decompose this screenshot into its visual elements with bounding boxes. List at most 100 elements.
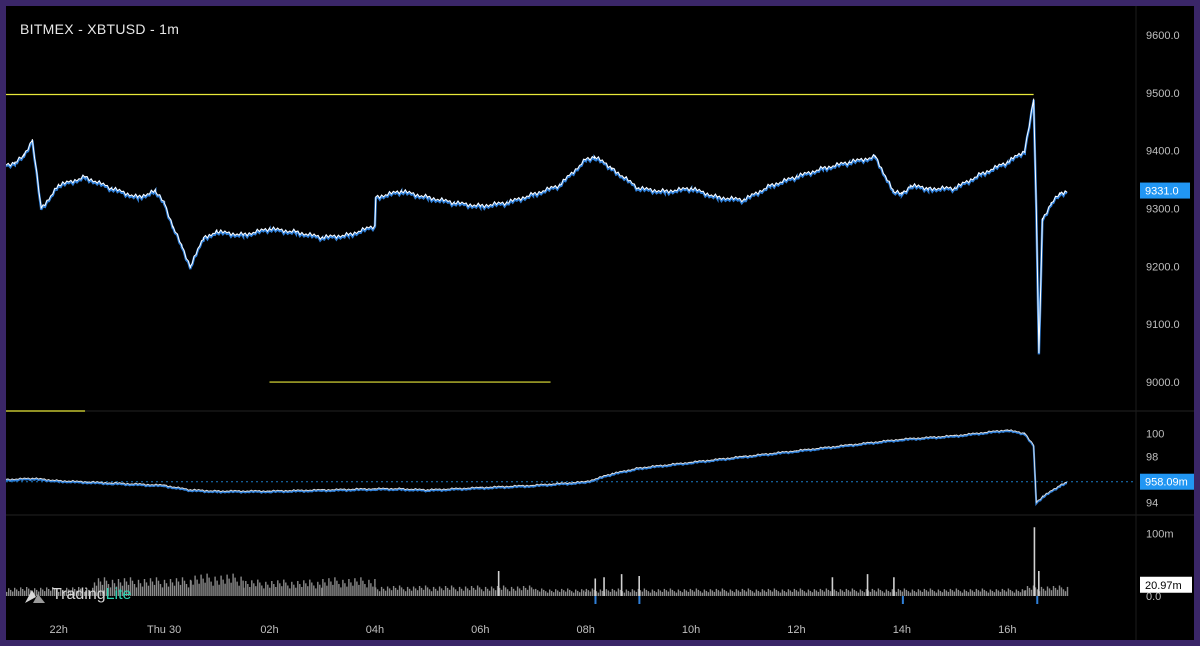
- volume-bar: [265, 581, 267, 596]
- volume-bar: [669, 588, 672, 596]
- price-tick-label: 9200.0: [1146, 261, 1180, 273]
- volume-bar: [699, 591, 702, 596]
- volume-bar: [595, 591, 598, 596]
- volume-bar: [512, 588, 515, 596]
- volume-bar: [222, 579, 224, 596]
- volume-bar: [573, 592, 575, 596]
- volume-bar: [837, 592, 840, 596]
- volume-bar: [340, 587, 342, 596]
- volume-bar: [151, 581, 154, 596]
- volume-bar: [426, 587, 429, 596]
- last-price-label: 9331.0: [1145, 186, 1179, 198]
- volume-bar: [88, 589, 90, 596]
- volume-bar: [54, 588, 56, 596]
- volume-bar: [935, 592, 938, 596]
- volume-bar: [109, 587, 112, 596]
- volume-bar: [450, 585, 453, 596]
- volume-bar: [909, 592, 912, 596]
- volume-bar: [925, 590, 928, 596]
- volume-bar: [649, 592, 652, 596]
- volume-bar: [70, 591, 72, 596]
- volume-bar: [360, 577, 362, 596]
- price-tick-label: 9000.0: [1146, 377, 1180, 389]
- volume-bar: [565, 591, 567, 596]
- volume-bar: [378, 591, 381, 596]
- volume-bar: [206, 573, 208, 596]
- volume-bar: [458, 586, 461, 596]
- volume-bar: [430, 591, 433, 596]
- volume-bar: [743, 590, 746, 596]
- volume-bar: [218, 584, 220, 596]
- volume-bar: [1048, 588, 1051, 596]
- volume-bar: [271, 581, 273, 596]
- volume-bar: [877, 588, 880, 596]
- volume-bar: [735, 589, 738, 596]
- volume-bar: [113, 583, 116, 596]
- price-line-shadow: [6, 99, 1068, 355]
- volume-bar: [370, 583, 372, 596]
- volume-bar: [442, 590, 445, 596]
- volume-bar: [257, 579, 259, 596]
- x-axis-label: 10h: [682, 624, 700, 636]
- volume-bar: [82, 590, 84, 596]
- volume-bar: [887, 590, 890, 596]
- volume-bar: [635, 591, 638, 596]
- volume-bar: [317, 581, 319, 596]
- volume-bar: [179, 584, 182, 596]
- volume-bar: [605, 589, 608, 596]
- volume-bar: [899, 590, 902, 596]
- x-axis-label: 02h: [260, 624, 278, 636]
- volume-bar: [671, 589, 674, 596]
- volume-bar: [767, 588, 770, 596]
- volume-bar: [609, 591, 612, 596]
- volume-bar: [190, 580, 192, 596]
- volume-bar: [553, 592, 555, 596]
- volume-bar: [78, 587, 80, 596]
- volume-bar: [821, 590, 824, 596]
- volume-bar: [80, 588, 82, 596]
- volume-bar: [38, 591, 40, 596]
- volume-bar: [611, 588, 614, 596]
- volume-bar: [97, 578, 100, 596]
- volume-bar: [510, 586, 513, 596]
- volume-bar: [183, 580, 186, 596]
- volume-bar: [498, 587, 501, 596]
- volume-bar: [638, 576, 640, 596]
- volume-bar: [705, 590, 708, 596]
- chart-canvas[interactable]: 9000.0 9100.0 9200.0 9300.0 9400.0 9500.0 9600…: [6, 6, 1194, 640]
- volume-bar: [895, 591, 898, 596]
- volume-bar: [315, 588, 317, 596]
- volume-bar: [983, 589, 986, 596]
- volume-bar: [725, 591, 728, 596]
- volume-bar: [619, 589, 622, 596]
- volume-bar: [541, 588, 543, 596]
- volume-bar: [791, 591, 794, 596]
- volume-bar: [679, 590, 682, 596]
- volume-bar: [937, 589, 940, 596]
- volume-bar: [346, 586, 348, 596]
- volume-bar: [577, 590, 579, 596]
- volume-bar: [841, 590, 844, 596]
- volume-bar: [366, 587, 368, 596]
- volume-bar: [255, 586, 257, 596]
- volume-bar: [763, 590, 766, 596]
- volume-bar: [74, 589, 76, 596]
- volume-bar: [655, 592, 658, 596]
- volume-bar: [773, 588, 776, 596]
- volume-bar: [500, 589, 503, 596]
- volume-bar: [953, 591, 956, 596]
- volume-bar: [220, 575, 222, 596]
- volume-bar: [452, 587, 455, 596]
- volume-bar: [673, 591, 676, 596]
- volume-bar: [551, 590, 553, 596]
- volume-bar: [242, 580, 244, 596]
- volume-bar: [303, 580, 305, 596]
- volume-bar: [627, 590, 630, 596]
- volume-bar: [1009, 589, 1012, 596]
- volume-bar: [472, 587, 475, 596]
- volume-bar: [829, 591, 832, 596]
- volume-bar: [689, 588, 692, 596]
- volume-bar: [212, 585, 214, 596]
- volume-bar: [474, 589, 477, 596]
- volume-bar: [989, 589, 992, 596]
